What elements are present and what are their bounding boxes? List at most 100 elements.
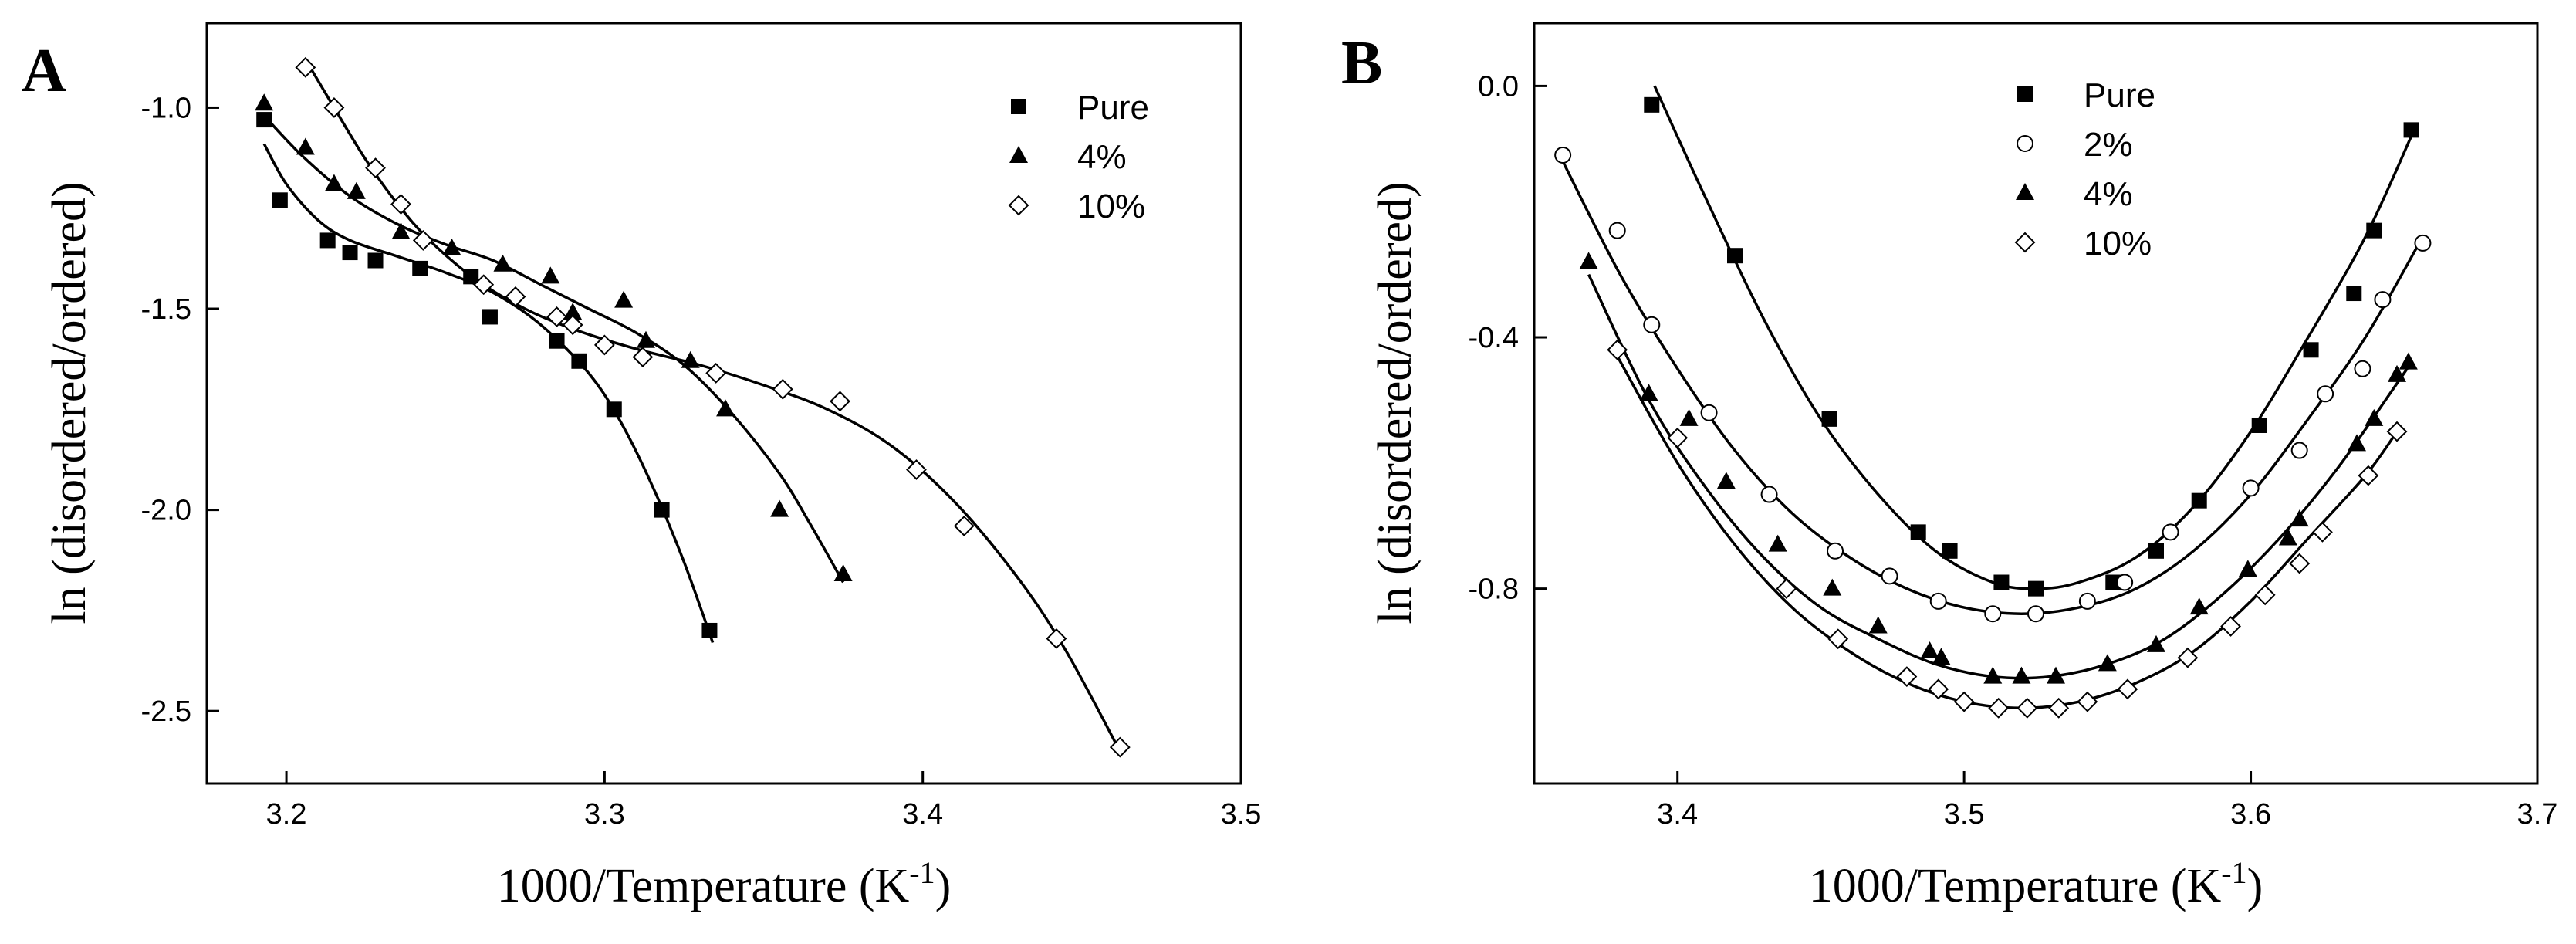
data-point-pure <box>2346 286 2362 302</box>
data-point-4pct <box>296 137 315 155</box>
panel-a-ticks: 3.2 3.3 3.4 3.5 -1.0 -1.5 -2.0 -2.5 <box>141 92 1262 831</box>
data-point-10pct <box>705 362 727 384</box>
x-tick-label: 3.3 <box>584 798 625 831</box>
data-point-pure <box>1942 543 1958 559</box>
y-tick-label: 0.0 <box>1478 70 1519 103</box>
data-point-10pct <box>2220 616 2241 637</box>
data-point-2pct <box>2317 385 2334 403</box>
data-point-10pct <box>593 334 615 356</box>
data-point-10pct <box>2177 647 2199 668</box>
data-point-10pct <box>1988 697 2010 719</box>
data-point-4pct <box>493 254 512 272</box>
data-point-pure <box>1910 524 1926 540</box>
data-point-pure <box>606 401 622 418</box>
y-tick-label: -1.0 <box>141 92 191 124</box>
x-tick-label: 3.5 <box>1944 798 1985 831</box>
data-point-2pct <box>1827 542 1844 560</box>
panel-a-points <box>255 56 1131 758</box>
panel-a-legend: Pure 4% 10% <box>1008 89 1149 225</box>
data-point-pure <box>1993 574 2010 590</box>
data-point-4pct <box>2147 634 2165 652</box>
data-point-4pct <box>563 303 583 320</box>
x-tick-label: 3.2 <box>266 798 307 831</box>
legend-marker-10pct <box>2014 232 2036 253</box>
data-point-2pct <box>1608 222 1626 239</box>
data-point-10pct <box>1928 678 1949 700</box>
data-point-2pct <box>2374 291 2392 309</box>
legend-marker-4pct <box>1009 146 1028 163</box>
data-point-4pct <box>833 563 853 581</box>
panel-a-fit-lines <box>262 59 1121 753</box>
data-point-10pct <box>2117 678 2138 700</box>
legend-label-10pct: 10% <box>2084 225 2152 262</box>
data-point-10pct <box>1896 666 1918 688</box>
data-point-pure <box>2403 122 2419 138</box>
data-point-pure <box>549 333 565 349</box>
legend-label-10pct: 10% <box>1077 188 1145 225</box>
data-point-4pct <box>541 266 560 284</box>
data-point-pure <box>367 252 384 269</box>
panel-b: B 3.4 3.5 3.6 3.7 0.0 -0.4 -0.8 Pure 2% 4% 10% 10… <box>1341 22 2558 912</box>
panel-b-ticks: 3.4 3.5 3.6 3.7 0.0 -0.4 -0.8 <box>1469 70 2558 831</box>
y-tick-label: -0.8 <box>1469 574 1519 606</box>
data-point-pure <box>412 260 428 276</box>
legend-label-pure: Pure <box>1077 89 1149 127</box>
data-point-2pct <box>2027 605 2044 623</box>
data-point-4pct <box>2098 654 2117 672</box>
data-point-2pct <box>1984 605 2002 623</box>
fit-line-pure <box>262 143 715 644</box>
data-point-10pct <box>1953 691 1975 712</box>
legend-marker-4pct <box>2016 183 2034 200</box>
data-point-10pct <box>2312 521 2333 543</box>
data-point-10pct <box>772 378 793 400</box>
data-point-2pct <box>1929 592 1947 610</box>
x-tick-label: 3.4 <box>902 798 943 831</box>
legend-label-4pct: 4% <box>2084 175 2133 213</box>
data-point-4pct <box>2047 666 2065 684</box>
data-point-pure <box>256 112 272 128</box>
data-point-pure <box>2105 574 2121 590</box>
fit-line-2pct <box>1561 161 2424 615</box>
data-point-4pct <box>1679 408 1699 426</box>
data-point-4pct <box>2348 434 2366 452</box>
data-point-4pct <box>2388 364 2406 382</box>
data-point-pure <box>654 502 670 518</box>
data-point-10pct <box>562 314 583 336</box>
data-point-2pct <box>2116 574 2134 591</box>
data-point-10pct <box>2048 697 2070 719</box>
data-point-10pct <box>323 97 345 118</box>
panel-b-xlabel: 1000/Temperature (K-1) <box>1809 855 2263 912</box>
panel-a-letter: A <box>22 37 66 105</box>
data-point-pure <box>463 269 479 285</box>
data-point-4pct <box>442 238 461 255</box>
data-point-2pct <box>1700 404 1718 421</box>
data-point-10pct <box>830 391 850 412</box>
panel-a-frame <box>205 22 1242 785</box>
data-point-4pct <box>391 222 411 240</box>
panel-b-legend: Pure 2% 4% 10% <box>2014 76 2155 262</box>
data-point-pure <box>2303 342 2319 358</box>
legend-marker-10pct <box>1008 195 1029 216</box>
data-point-4pct <box>255 93 274 111</box>
data-point-2pct <box>2242 479 2260 497</box>
data-point-10pct <box>1046 628 1067 649</box>
data-point-10pct <box>906 459 927 480</box>
data-point-4pct <box>1639 384 1658 401</box>
data-point-4pct <box>1579 252 1598 269</box>
data-point-4pct <box>2278 528 2297 546</box>
panel-a: A 3.2 3.3 3.4 3.5 -1.0 -1.5 -2.0 -2.5 Pure 4% 10%… <box>22 22 1262 912</box>
legend-marker-2pct <box>2017 135 2033 152</box>
y-tick-label: -2.5 <box>141 695 191 728</box>
data-point-10pct <box>2386 421 2408 442</box>
fit-line-4pct <box>262 114 845 584</box>
data-point-4pct <box>770 499 789 517</box>
data-point-10pct <box>1827 628 1849 650</box>
data-point-10pct <box>2289 553 2311 574</box>
panel-b-letter: B <box>1341 29 1382 97</box>
data-point-2pct <box>2290 442 2308 459</box>
data-point-2pct <box>1554 146 1572 164</box>
legend-marker-pure <box>1011 99 1026 114</box>
data-point-pure <box>342 245 358 261</box>
data-point-pure <box>571 353 587 369</box>
